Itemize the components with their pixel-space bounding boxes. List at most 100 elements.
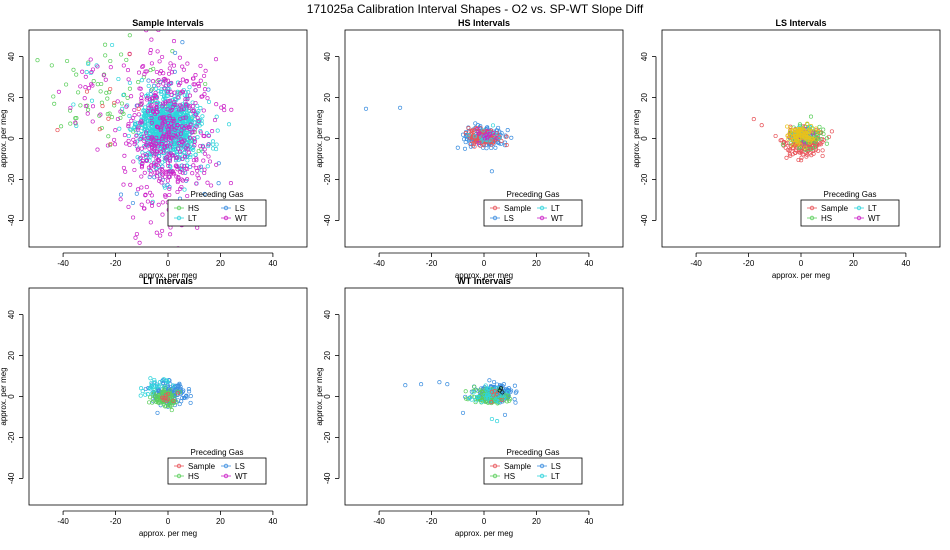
data-point — [161, 389, 166, 394]
data-point — [228, 181, 233, 186]
data-point — [488, 137, 493, 142]
data-point — [148, 154, 153, 159]
legend-entry-sample: Sample — [821, 204, 849, 213]
data-point — [169, 140, 174, 145]
data-point — [464, 133, 469, 138]
data-point — [189, 142, 194, 147]
series-lt — [467, 383, 511, 424]
panel-title: HS Intervals — [458, 18, 510, 28]
legend-marker — [539, 463, 545, 469]
data-point — [214, 142, 219, 147]
y-tick-label: -20 — [640, 173, 649, 185]
data-point — [74, 72, 79, 77]
data-point — [817, 142, 822, 147]
data-point — [112, 137, 117, 142]
data-point — [106, 116, 111, 121]
data-point — [156, 83, 161, 88]
data-point — [185, 158, 190, 163]
data-point — [115, 116, 120, 122]
y-tick-label: -20 — [7, 173, 16, 185]
data-point — [797, 132, 802, 137]
data-point — [95, 82, 100, 87]
data-point — [90, 119, 95, 124]
x-tick-label: -40 — [57, 259, 69, 268]
data-point — [214, 114, 219, 119]
y-tick-label: 40 — [323, 52, 332, 61]
data-point — [136, 70, 142, 75]
data-point — [472, 384, 477, 389]
data-point — [89, 82, 94, 87]
data-point — [485, 389, 490, 394]
data-point — [497, 388, 502, 393]
data-point — [148, 88, 154, 93]
data-point — [160, 116, 165, 121]
data-point — [149, 200, 155, 206]
data-point — [182, 150, 187, 156]
legend-box — [483, 199, 583, 227]
data-point — [194, 124, 199, 129]
data-point — [177, 390, 183, 395]
data-point — [183, 170, 188, 175]
legend-marker — [223, 205, 229, 211]
data-point — [173, 383, 178, 389]
data-point — [188, 154, 193, 160]
legend-box — [167, 199, 267, 227]
data-point — [194, 158, 199, 163]
data-point — [148, 50, 153, 56]
data-point — [210, 129, 215, 134]
data-point — [155, 384, 160, 389]
data-point — [154, 118, 159, 123]
data-point — [127, 52, 132, 57]
data-point — [187, 389, 192, 394]
data-point — [154, 95, 159, 101]
data-point — [206, 87, 211, 92]
data-point — [214, 162, 219, 167]
data-point — [808, 138, 813, 143]
data-point — [191, 82, 196, 87]
data-point — [149, 148, 154, 153]
x-tick-label: -40 — [57, 517, 69, 526]
data-point — [798, 145, 803, 150]
data-point — [167, 192, 172, 198]
data-point — [493, 398, 498, 403]
data-point — [146, 78, 151, 83]
data-point — [182, 154, 187, 159]
data-point — [188, 112, 193, 117]
series-sample — [489, 389, 504, 405]
data-point — [202, 87, 208, 92]
x-axis-label: approx. per meg — [455, 529, 513, 538]
data-point — [513, 400, 518, 405]
data-point — [166, 174, 172, 179]
data-point — [145, 392, 150, 397]
points-layer — [138, 376, 193, 415]
data-point — [183, 115, 188, 120]
data-point — [474, 394, 479, 399]
data-point — [132, 107, 137, 113]
data-point — [175, 167, 180, 172]
x-tick-label: 40 — [584, 259, 593, 268]
plot-frame — [28, 29, 308, 248]
legend: Preceding Gas Sample LS HS LT — [483, 448, 583, 485]
data-point — [163, 119, 168, 124]
data-point — [176, 83, 181, 88]
y-tick-label: 20 — [7, 93, 16, 102]
legend-marker — [856, 215, 862, 221]
data-point — [131, 159, 136, 164]
data-point — [126, 124, 131, 129]
data-point — [473, 400, 478, 405]
legend-title: Preceding Gas — [507, 190, 560, 199]
data-point — [149, 163, 154, 168]
legend-entry-hs: HS — [821, 214, 832, 223]
data-point — [103, 77, 108, 82]
data-point — [86, 86, 92, 91]
data-point — [773, 133, 778, 139]
data-point — [169, 171, 174, 176]
data-point — [156, 139, 161, 144]
data-point — [203, 68, 208, 73]
data-point — [196, 81, 201, 86]
data-point — [185, 193, 190, 199]
data-point — [785, 147, 790, 152]
data-point — [494, 136, 499, 141]
legend-entry-ls: LS — [504, 214, 514, 223]
data-point — [134, 231, 139, 237]
